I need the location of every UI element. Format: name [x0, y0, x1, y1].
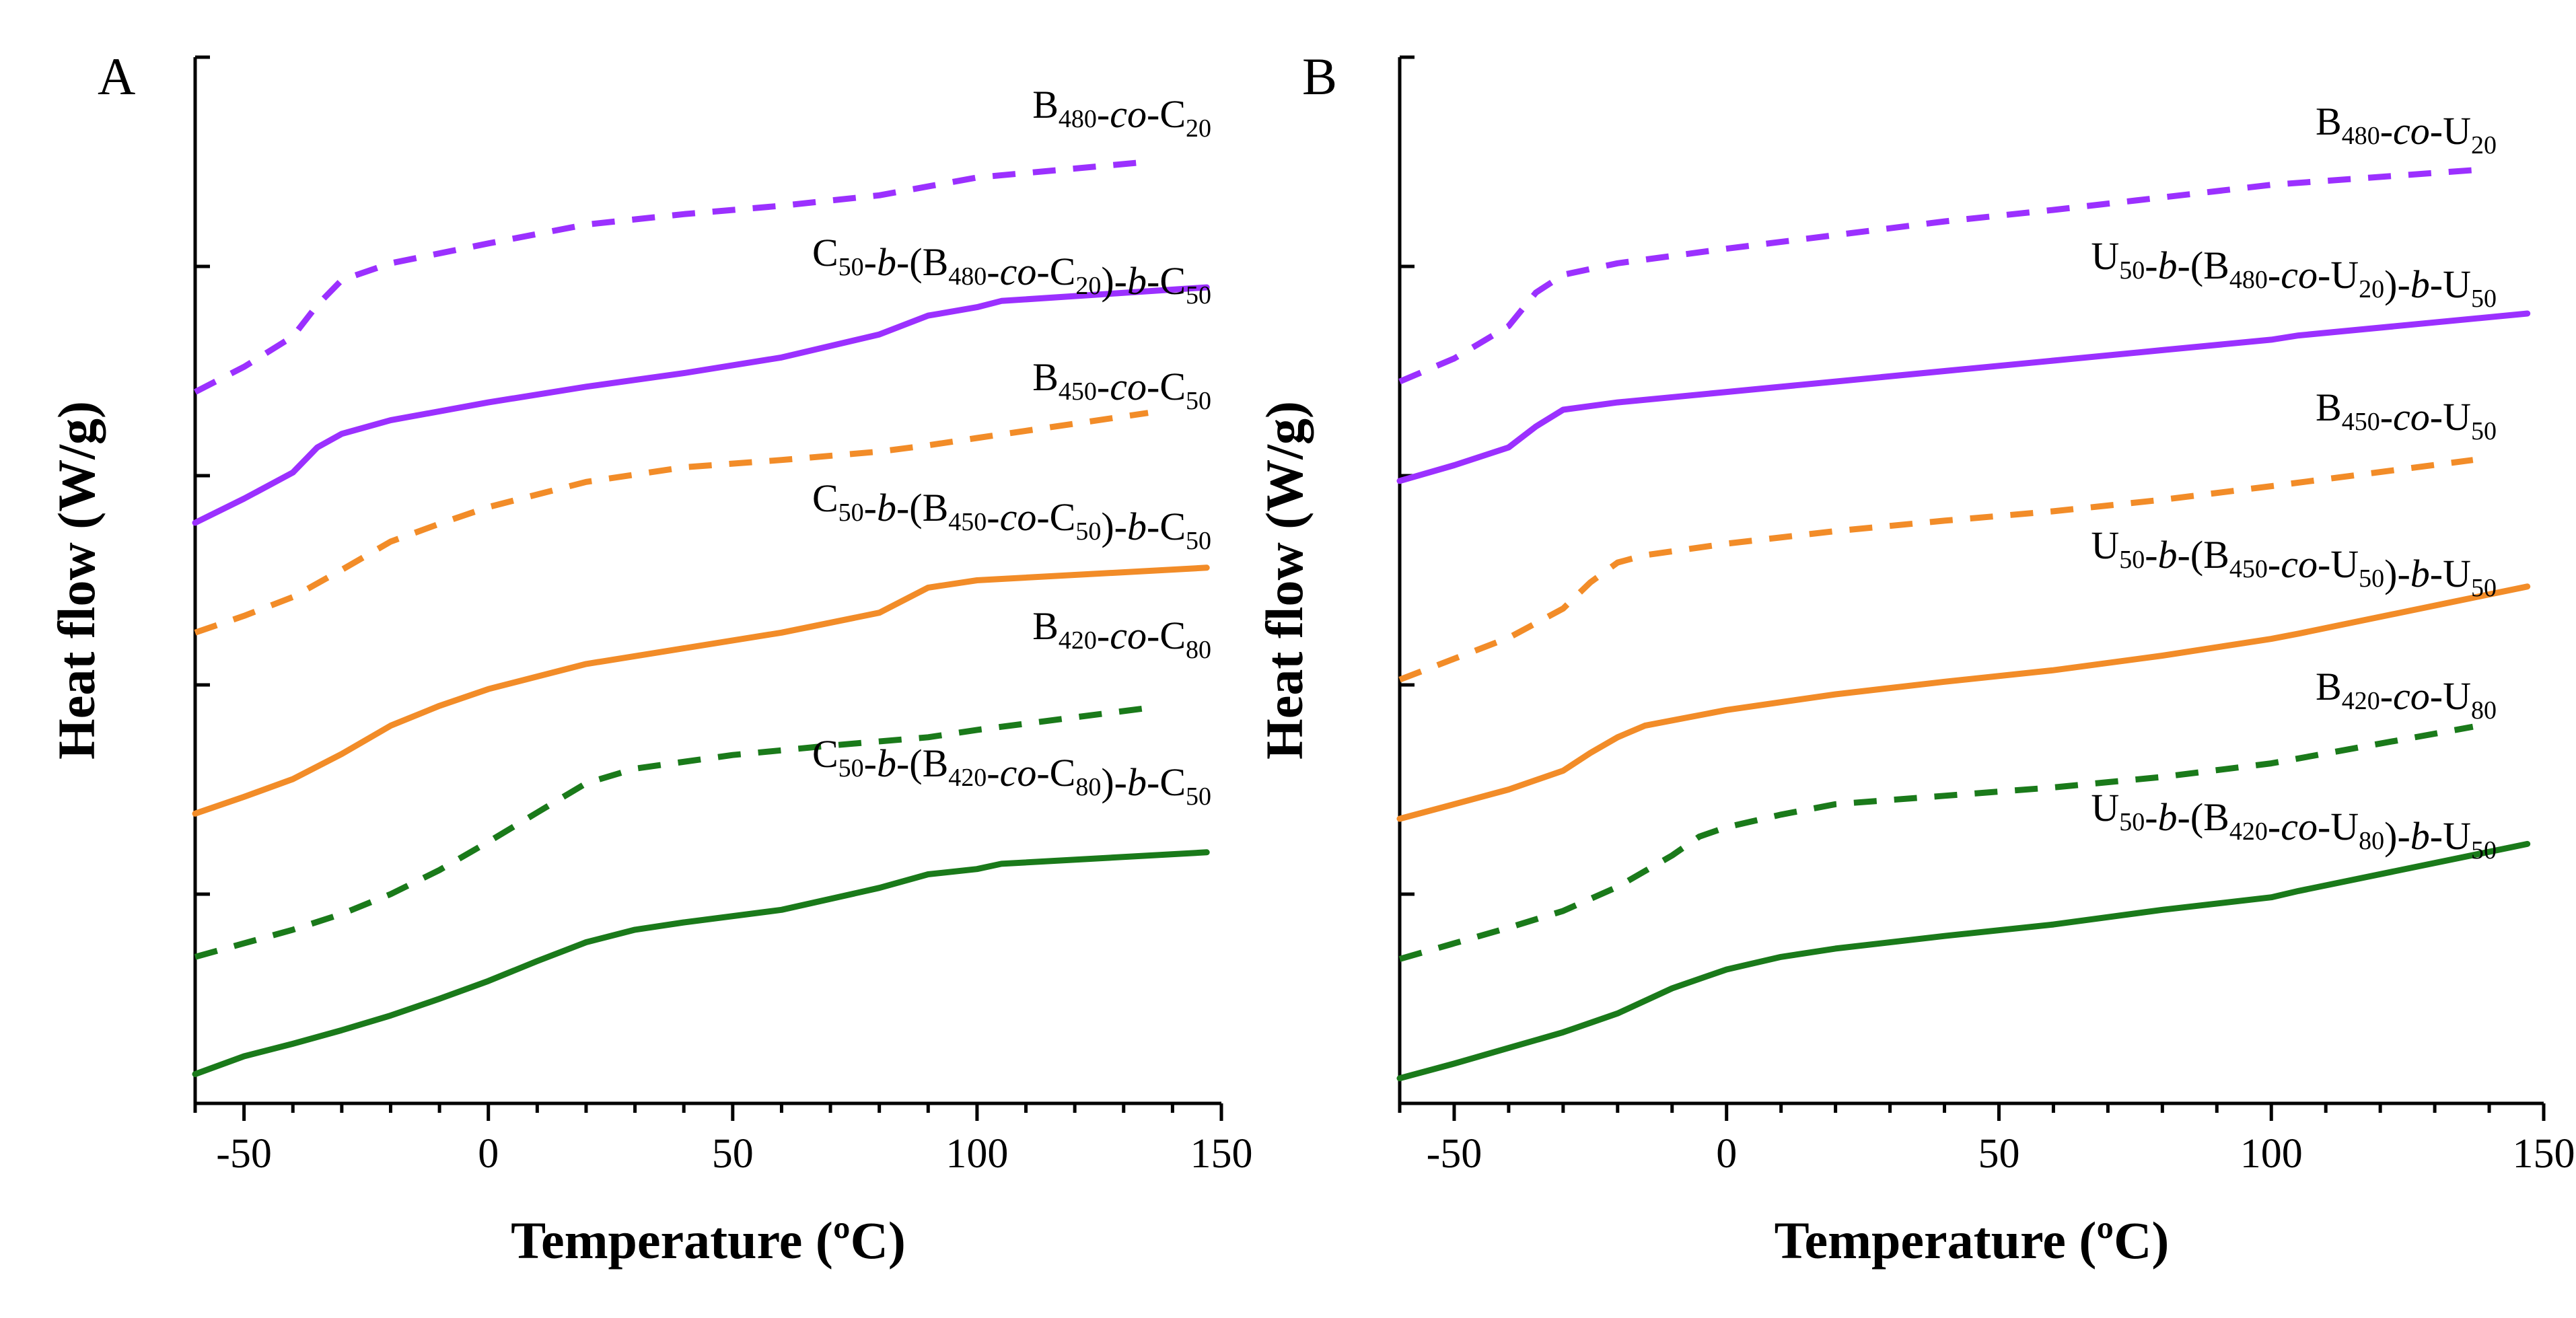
- series-label-B450-co-U50: B450-co-U50: [2316, 386, 2497, 445]
- series-label-C50-b-(B450-co-C50)-b-C50: C50-b-(B450-co-C50)-b-C50: [812, 476, 1211, 555]
- series-line-B450-co-C50: [194, 410, 1149, 636]
- series-line-B480-co-C20: [193, 159, 1149, 395]
- series-label-C50-b-(B420-co-C80)-b-C50: C50-b-(B420-co-C80)-b-C50: [812, 732, 1211, 811]
- x-tick-label: 0: [1716, 1131, 1737, 1177]
- x-tick-label: 100: [2240, 1131, 2303, 1177]
- series-label-U50-b-(B450-co-U50)-b-U50: U50-b-(B450-co-U50)-b-U50: [2091, 523, 2497, 602]
- series-label-B480-co-C20: B480-co-C20: [1032, 83, 1211, 143]
- series-label-B420-co-U80: B420-co-U80: [2316, 665, 2497, 725]
- x-axis-title: Temperature (ºC): [1775, 1211, 2170, 1270]
- series-label-B480-co-U20: B480-co-U20: [2316, 100, 2497, 159]
- series-line-U50-b-(B420-co-U80)-b-U50: [1396, 840, 2531, 1082]
- series-line-B420-co-C80: [194, 704, 1149, 960]
- x-axis-title: Temperature (ºC): [511, 1211, 906, 1270]
- series-line-B480-co-U20: [1398, 167, 2474, 385]
- x-tick-label: 150: [1190, 1131, 1253, 1177]
- series-line-C50-b-(B420-co-C80)-b-C50: [192, 849, 1210, 1077]
- series-line-B450-co-U50: [1398, 457, 2474, 683]
- series-line-U50-b-(B480-co-U20)-b-U50: [1396, 310, 2531, 484]
- series-line-U50-b-(B450-co-U50)-b-U50: [1396, 583, 2531, 822]
- panel-letter: B: [1302, 47, 1337, 106]
- x-tick-label: 0: [478, 1131, 499, 1177]
- panel-b: B -50 0 50 100 150 Temperature (ºC) Heat flow (…: [1255, 47, 2575, 1270]
- y-axis-title: Heat flow (W/g): [47, 401, 106, 760]
- x-tick-label: -50: [1427, 1131, 1482, 1177]
- panel-a: A -50 0 50 100 150 Temperature (ºC) Heat flow (…: [47, 47, 1253, 1270]
- panel-letter: A: [98, 47, 135, 106]
- y-axis-title: Heat flow (W/g): [1255, 401, 1314, 760]
- x-tick-label: 100: [945, 1131, 1008, 1177]
- series-line-C50-b-(B480-co-C20)-b-C50: [192, 284, 1210, 526]
- series-label-B450-co-C50: B450-co-C50: [1032, 355, 1211, 415]
- x-tick-label: 50: [1978, 1131, 2019, 1177]
- series-label-B420-co-C80: B420-co-C80: [1032, 604, 1211, 664]
- series-label-U50-b-(B420-co-U80)-b-U50: U50-b-(B420-co-U80)-b-U50: [2091, 786, 2497, 865]
- series-line-B420-co-U80: [1398, 723, 2474, 962]
- series-label-U50-b-(B480-co-U20)-b-U50: U50-b-(B480-co-U20)-b-U50: [2091, 234, 2497, 313]
- x-tick-label: 150: [2513, 1131, 2575, 1177]
- x-tick-label: 50: [712, 1131, 754, 1177]
- series-label-C50-b-(B480-co-C20)-b-C50: C50-b-(B480-co-C20)-b-C50: [812, 231, 1211, 309]
- x-tick-label: -50: [216, 1131, 272, 1177]
- series-line-C50-b-(B450-co-C50)-b-C50: [192, 564, 1210, 817]
